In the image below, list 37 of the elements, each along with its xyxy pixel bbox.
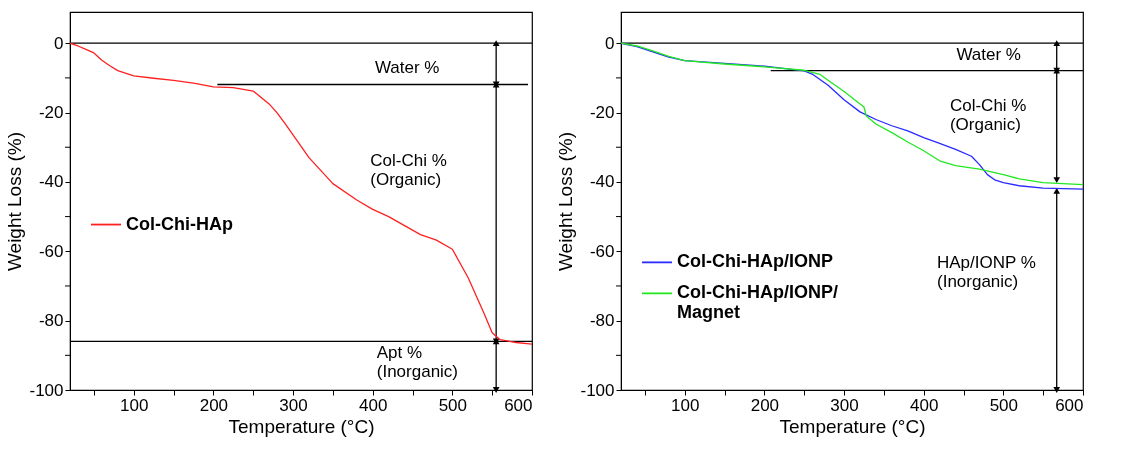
y-axis-title: Weight Loss (%) [555,131,577,272]
y-tick-label: -100 [29,380,64,400]
x-tick-label: 100 [671,395,700,415]
legend-label: Col-Chi-HAp/IONP [677,251,833,272]
x-axis-title: Temperature (°C) [779,415,926,437]
y-tick-label: -80 [38,311,64,331]
x-tick-label: 200 [750,395,780,415]
y-tick-label: -20 [38,103,64,123]
x-tick-label: 500 [438,395,468,415]
annotation: Water % [374,58,440,78]
x-tick-label: 100 [120,395,149,415]
annotation: Col-Chi % (Organic) [370,150,447,189]
y-tick-label: -20 [589,103,615,123]
x-tick-label: 200 [199,395,229,415]
x-axis-title: Temperature (°C) [228,415,375,437]
x-tick-label: 600 [1055,395,1084,415]
x-tick-label: 400 [910,395,939,415]
y-tick-label: 0 [605,33,615,53]
annotation: Col-Chi % (Organic) [949,96,1027,135]
annotation: Water % [956,44,1021,64]
y-axis-title: Weight Loss (%) [4,131,26,272]
annotation: HAp/IONP % (Inorganic) [937,252,1036,291]
legend-label: Col-Chi-HAp [126,213,233,234]
legend-label: Col-Chi-HAp/IONP/Magnet [677,282,838,323]
x-tick-label: 500 [989,395,1019,415]
x-tick-label: 300 [279,395,308,415]
y-tick-label: -40 [38,172,64,192]
y-tick-label: -60 [38,241,64,261]
y-tick-label: -40 [589,172,615,192]
y-tick-label: -100 [580,380,615,400]
y-tick-label: 0 [54,33,64,53]
x-tick-label: 300 [830,395,859,415]
x-tick-label: 600 [504,395,533,415]
y-tick-label: -60 [589,241,615,261]
y-tick-label: -80 [589,311,615,331]
annotation: Apt % (Inorganic) [376,343,459,382]
x-tick-label: 400 [359,395,388,415]
